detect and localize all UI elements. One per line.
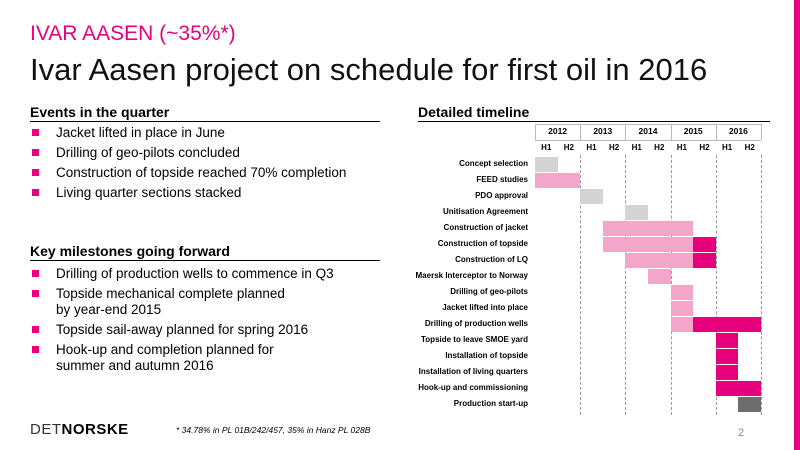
task-label: Jacket lifted into place xyxy=(442,303,528,312)
half-label: H2 xyxy=(563,143,574,152)
events-list: Jacket lifted in place in June Drilling … xyxy=(30,125,390,205)
gantt-bar xyxy=(602,237,694,252)
task-label: Unitisation Agreement xyxy=(442,207,528,216)
gantt-bar xyxy=(648,269,671,284)
list-item: Construction of topside reached 70% comp… xyxy=(30,165,390,181)
bullet-square-icon xyxy=(32,149,39,156)
year-divider xyxy=(625,124,627,140)
year-divider xyxy=(580,124,582,140)
footnote: * 34.78% in PL 01B/242/457, 35% in Hanz … xyxy=(176,425,371,435)
company-logo: DETNORSKE xyxy=(30,421,129,438)
accent-bar xyxy=(794,0,800,450)
gantt-bar xyxy=(625,253,694,268)
gantt-bar xyxy=(693,237,716,252)
year-gridline xyxy=(625,155,627,415)
milestones-list: Drilling of production wells to commence… xyxy=(30,266,390,378)
bullet-square-icon xyxy=(32,169,39,176)
task-label: Construction of LQ xyxy=(455,255,528,264)
timeline-divider xyxy=(418,121,770,122)
year-label: 2016 xyxy=(728,126,748,136)
gantt-bar xyxy=(670,285,694,300)
list-item: Living quarter sections stacked xyxy=(30,185,390,201)
gantt-bar xyxy=(715,381,761,396)
year-divider xyxy=(535,124,536,140)
bullet-square-icon xyxy=(32,129,39,136)
half-label: H1 xyxy=(721,143,733,152)
half-label: H1 xyxy=(541,143,552,152)
list-item: Jacket lifted in place in June xyxy=(30,125,390,141)
events-heading: Events in the quarter xyxy=(30,104,170,120)
gantt-bar xyxy=(580,189,603,204)
year-divider xyxy=(670,124,672,140)
page-number: 2 xyxy=(738,427,745,439)
events-divider xyxy=(30,121,380,122)
list-item: Drilling of geo-pilots concluded xyxy=(30,145,390,161)
gantt-bar xyxy=(715,333,739,348)
half-label: H2 xyxy=(699,143,710,152)
gantt-bar xyxy=(693,253,716,268)
task-label: Concept selection xyxy=(459,159,528,168)
timeline-heading: Detailed timeline xyxy=(418,104,530,120)
gantt-bar xyxy=(535,157,558,172)
half-label: H1 xyxy=(631,143,642,152)
year-gridline xyxy=(715,155,717,415)
year-divider xyxy=(715,124,717,140)
list-item: Hook-up and completion planned for summer… xyxy=(30,342,390,374)
half-label: H2 xyxy=(608,143,620,152)
half-label: H2 xyxy=(744,143,755,152)
task-label: Hook-up and commissioning xyxy=(418,383,528,392)
year-label: 2012 xyxy=(548,126,568,136)
year-gridline xyxy=(761,155,762,415)
bullet-square-icon xyxy=(32,346,39,353)
bullet-square-icon xyxy=(32,270,39,277)
gantt-bar xyxy=(602,221,694,236)
gantt-bar xyxy=(715,349,739,364)
list-item: Topside sail-away planned for spring 201… xyxy=(30,322,390,338)
task-label: Production start-up xyxy=(453,399,528,408)
task-label: Topside to leave SMOE yard xyxy=(421,335,528,344)
gantt-bar xyxy=(738,397,761,412)
year-gridline xyxy=(580,155,582,415)
task-label: Construction of topside xyxy=(437,239,528,248)
half-label: H1 xyxy=(586,143,597,152)
task-label: Drilling of production wells xyxy=(424,319,528,328)
year-label: 2015 xyxy=(683,126,703,136)
task-label: Drilling of geo-pilots xyxy=(450,287,528,296)
year-header-line xyxy=(535,124,761,125)
task-label: PDO approval xyxy=(475,191,528,200)
task-label: Installation of living quarters xyxy=(418,367,528,376)
bullet-square-icon xyxy=(32,326,39,333)
task-label: Construction of jacket xyxy=(443,223,528,232)
slide-title: Ivar Aasen project on schedule for first… xyxy=(30,52,708,87)
milestones-heading: Key milestones going forward xyxy=(30,243,230,259)
gantt-bar xyxy=(625,205,648,220)
gantt-bar xyxy=(535,173,581,188)
list-item: Drilling of production wells to commence… xyxy=(30,266,390,282)
year-header-line xyxy=(535,140,761,141)
year-divider xyxy=(761,124,762,140)
gantt-bar xyxy=(670,301,694,316)
slide-subtitle: IVAR AASEN (~35%*) xyxy=(30,22,236,45)
bullet-square-icon xyxy=(32,290,39,297)
year-label: 2014 xyxy=(638,126,658,136)
milestones-divider xyxy=(30,260,380,261)
bullet-square-icon xyxy=(32,189,39,196)
list-item: Topside mechanical complete planned by ye… xyxy=(30,286,390,318)
task-label: Maersk Interceptor to Norway xyxy=(415,271,528,280)
task-label: FEED studies xyxy=(476,175,528,184)
year-label: 2013 xyxy=(593,126,613,136)
gantt-bar xyxy=(670,317,694,332)
half-label: H2 xyxy=(654,143,665,152)
half-label: H1 xyxy=(676,143,687,152)
task-label: Installation of topside xyxy=(445,351,528,360)
gantt-bar xyxy=(693,317,761,332)
gantt-bar xyxy=(715,365,739,380)
